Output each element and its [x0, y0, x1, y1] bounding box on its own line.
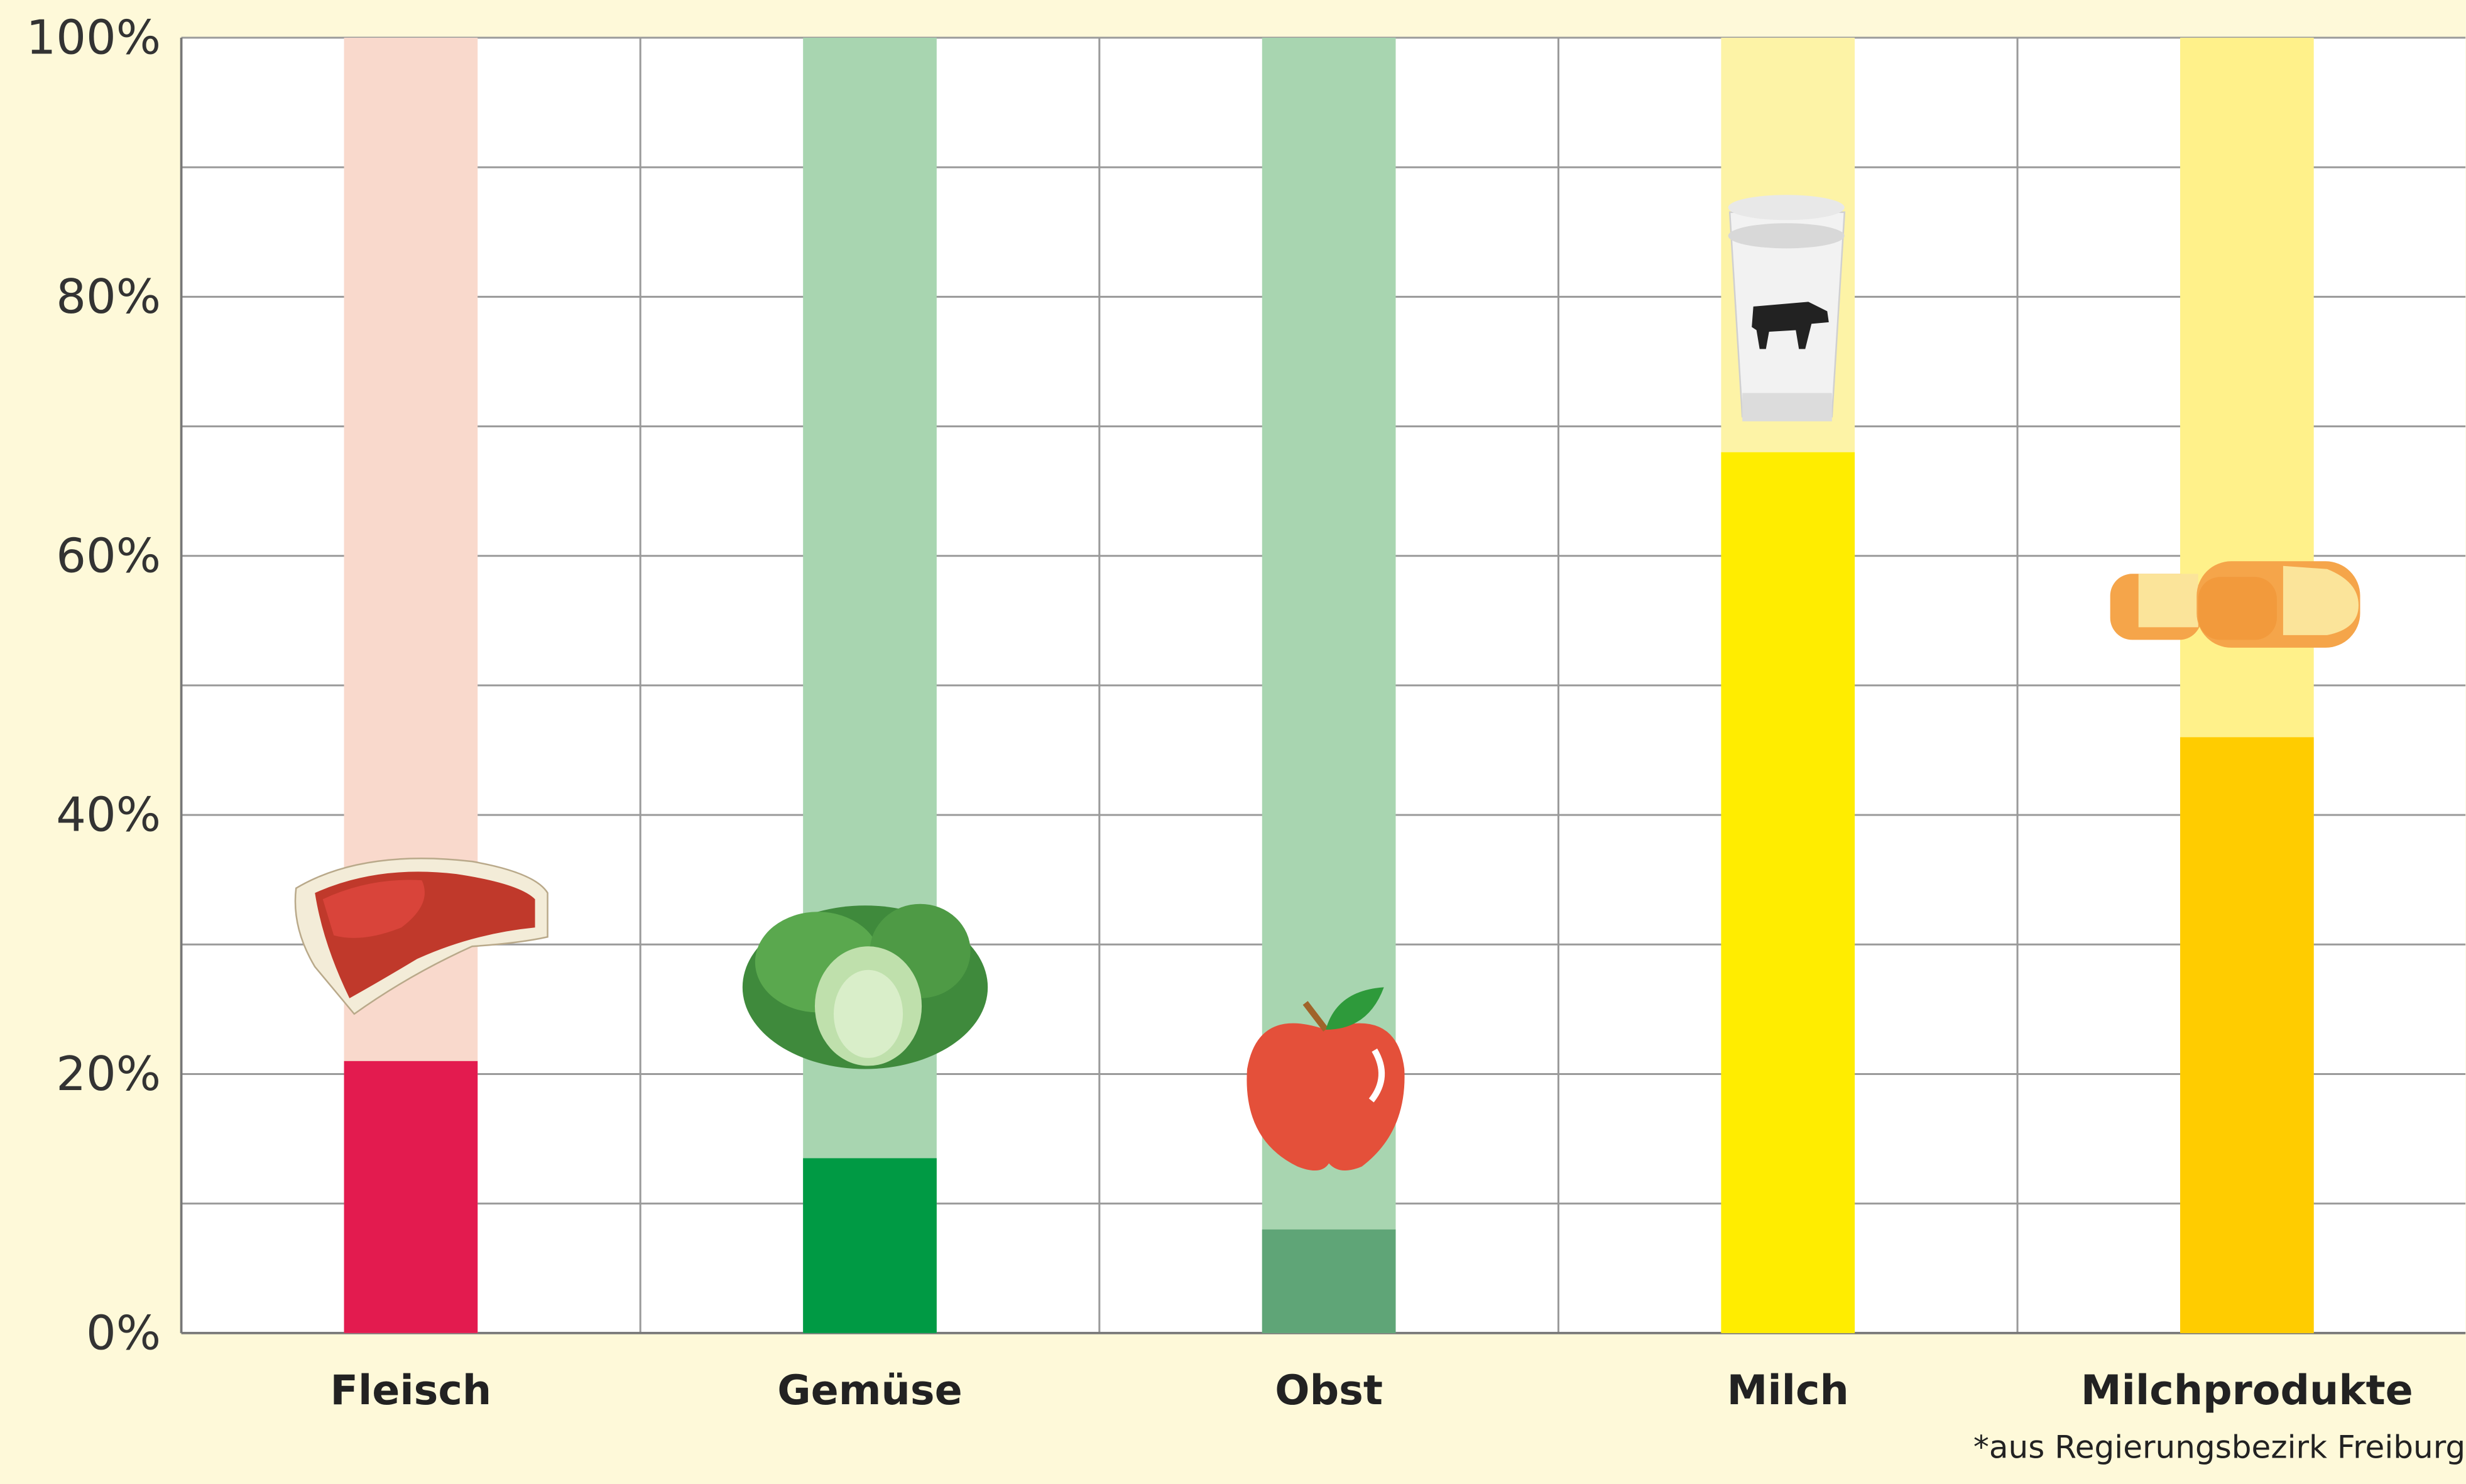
- bar-background: [803, 38, 937, 1333]
- x-tick-label: Gemüse: [777, 1367, 962, 1414]
- bar: [344, 1061, 478, 1333]
- y-tick-label: 80%: [56, 269, 161, 324]
- footnote: *aus Regierungsbezirk Freiburg: [1973, 1429, 2465, 1465]
- y-tick-label: 40%: [56, 787, 161, 843]
- y-tick-label: 0%: [86, 1305, 161, 1360]
- x-tick-label: Milch: [1727, 1367, 1849, 1414]
- bar: [1262, 1230, 1396, 1333]
- y-tick-label: 20%: [56, 1046, 161, 1101]
- x-tick-label: Obst: [1275, 1367, 1383, 1414]
- cabbage-icon: [743, 904, 988, 1069]
- bar: [2180, 737, 2314, 1333]
- bar: [1721, 452, 1855, 1333]
- milk-glass-icon: [1728, 195, 1845, 421]
- x-tick-label: Milchprodukte: [2081, 1367, 2413, 1414]
- x-tick-label: Fleisch: [330, 1367, 492, 1414]
- chart: 0% 20% 40% 60% 80% 100% Fleisch Gemüse Obst Milch…: [0, 0, 2466, 1484]
- cheese-icon: [2110, 561, 2360, 648]
- y-tick-label: 60%: [56, 528, 161, 583]
- y-tick-label: 100%: [26, 10, 161, 65]
- bar: [803, 1158, 937, 1333]
